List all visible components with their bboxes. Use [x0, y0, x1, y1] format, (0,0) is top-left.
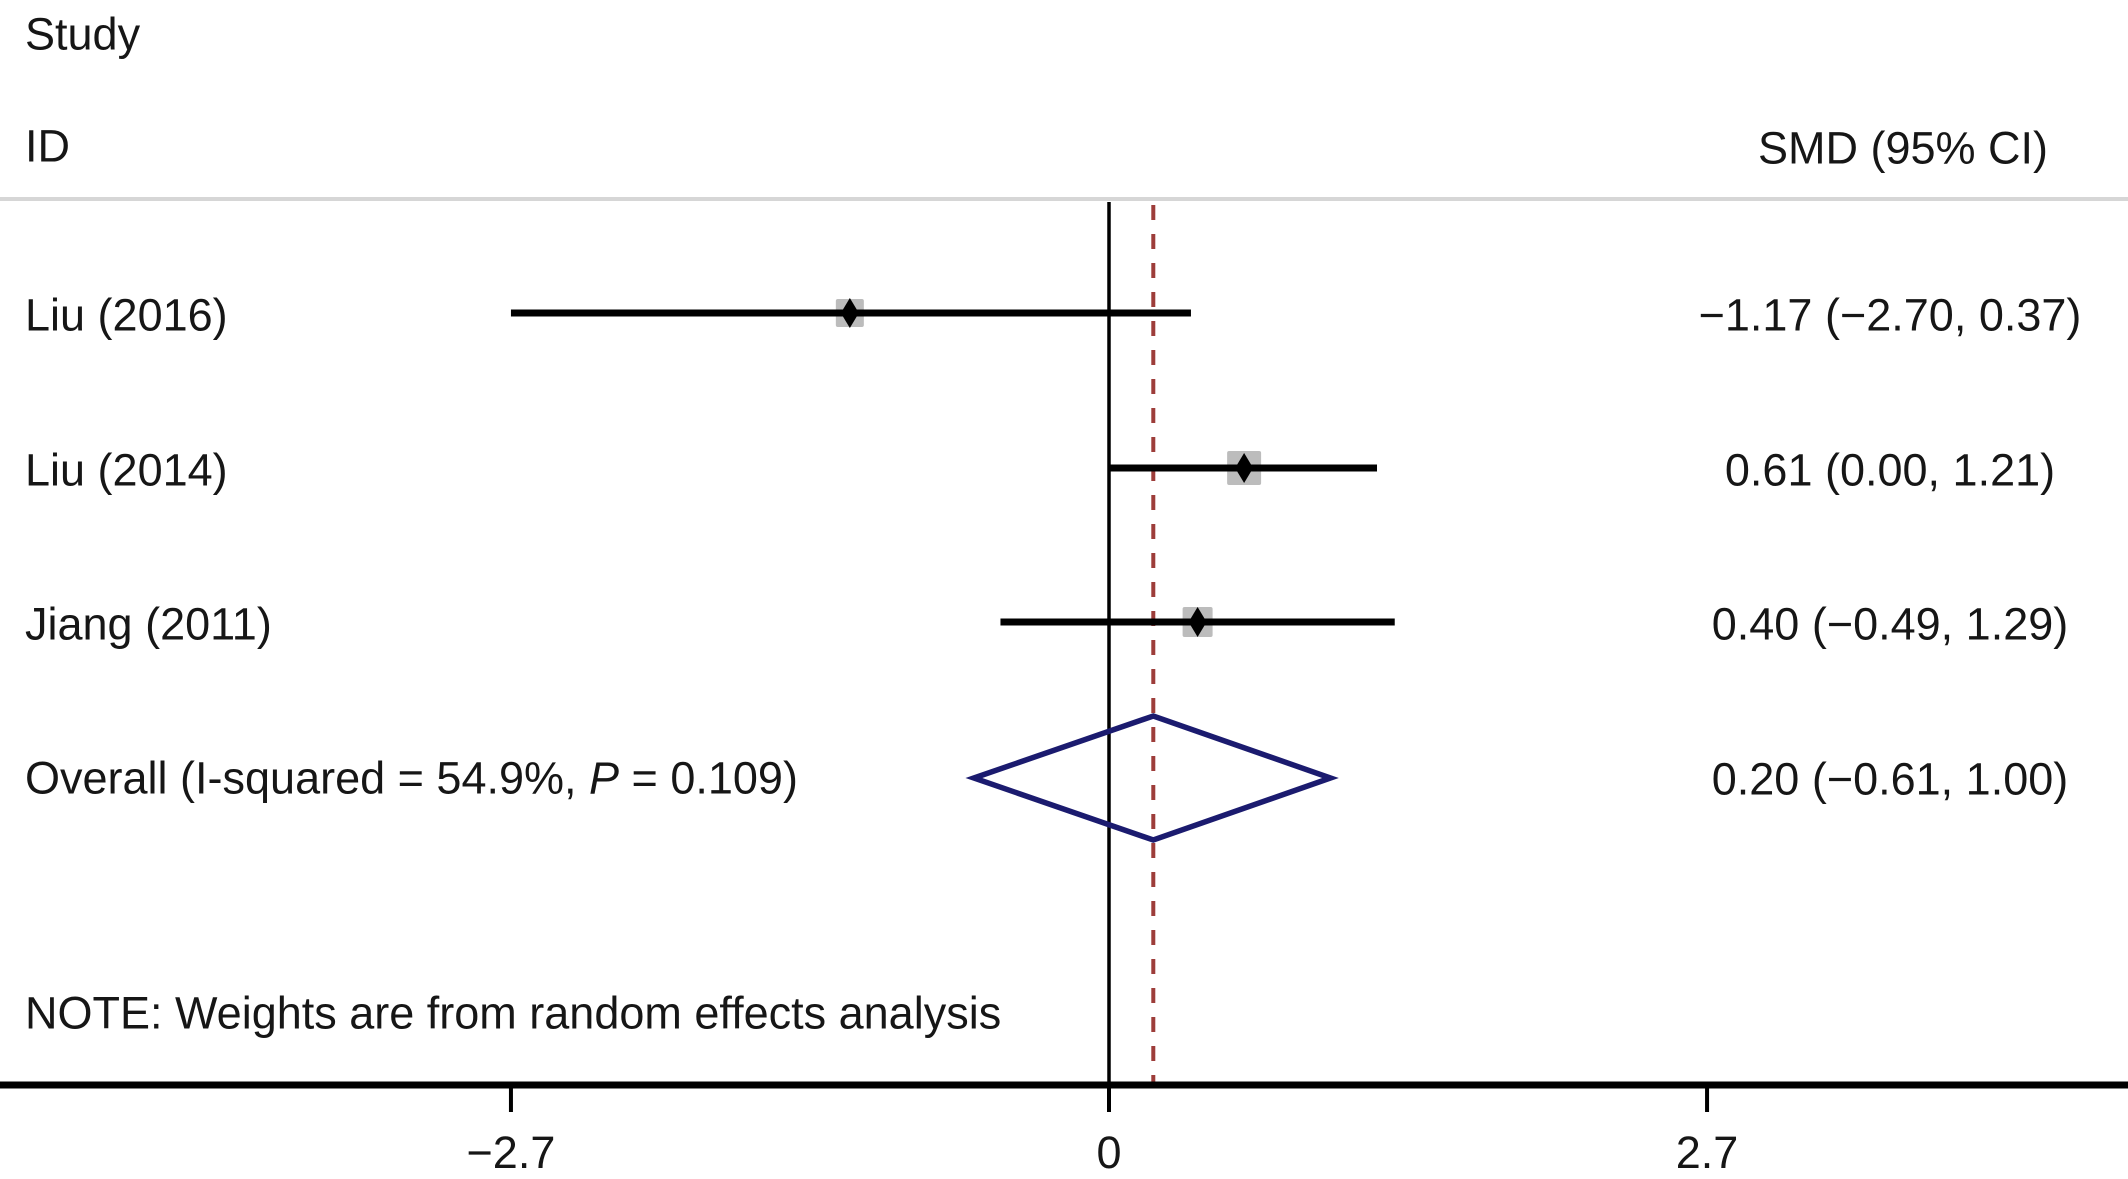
- overall-label-pvalue: = 0.109): [619, 752, 798, 804]
- overall-label-p-symbol: P: [589, 752, 620, 804]
- study-effect-value: −1.17 (−2.70, 0.37): [1698, 289, 2082, 341]
- study-label: Liu (2014): [25, 444, 228, 496]
- x-tick-label: 0: [1096, 1127, 1122, 1178]
- x-tick-label: 2.7: [1675, 1127, 1739, 1178]
- x-tick-label: −2.7: [466, 1127, 556, 1178]
- point-marker: [840, 298, 859, 328]
- point-marker: [1235, 453, 1254, 483]
- header-separator: [0, 197, 2128, 201]
- overall-effect-value: 0.20 (−0.61, 1.00): [1711, 753, 2069, 805]
- study-label: Jiang (2011): [25, 598, 272, 650]
- overall-label: Overall (I-squared = 54.9%, P = 0.109): [25, 753, 798, 803]
- overall-diamond: [965, 713, 1339, 843]
- study-effect-value: 0.40 (−0.49, 1.29): [1711, 598, 2069, 650]
- column-header-smd-ci: SMD (95% CI): [1758, 122, 2049, 174]
- study-label: Liu (2016): [25, 289, 228, 341]
- column-header-study: Study: [25, 8, 141, 60]
- study-effect-value: 0.61 (0.00, 1.21): [1724, 444, 2056, 496]
- column-header-id: ID: [25, 120, 70, 172]
- note-text: NOTE: Weights are from random effects an…: [25, 987, 1002, 1039]
- overall-label-text: Overall (I-squared = 54.9%,: [25, 752, 590, 804]
- point-marker: [1188, 607, 1207, 637]
